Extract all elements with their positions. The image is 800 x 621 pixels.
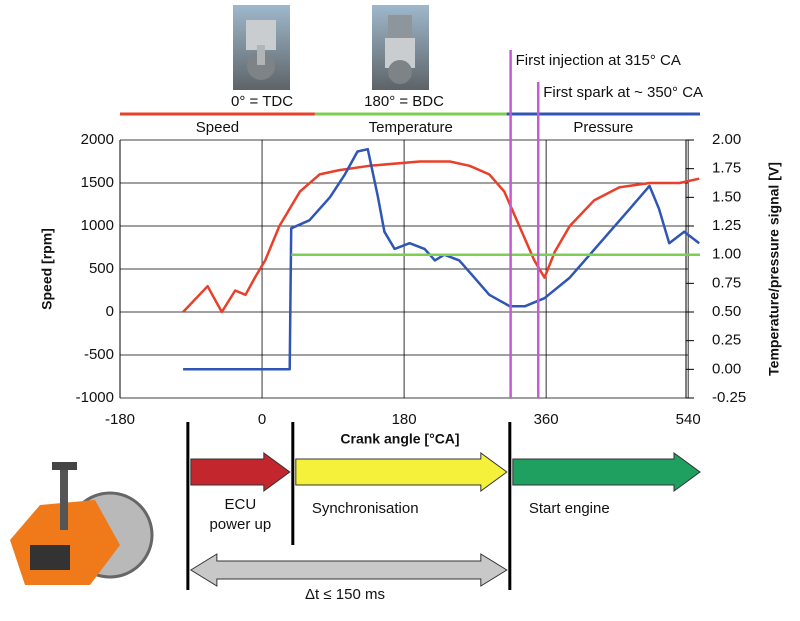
y2-tick-label: 1.75	[712, 160, 741, 177]
y-tick-label: 2000	[81, 131, 114, 148]
y-tick-label: 0	[106, 303, 114, 320]
step-arrow	[295, 452, 508, 492]
y-tick-label: -500	[84, 346, 114, 363]
step-arrow	[512, 452, 701, 492]
x-tick-label: 360	[534, 411, 559, 428]
y2-axis-title: Temperature/pressure signal [V]	[766, 162, 782, 376]
y2-tick-label: 0.00	[712, 360, 741, 377]
data-line	[182, 160, 700, 314]
y2-tick-label: 1.00	[712, 246, 741, 263]
x-tick-label: -180	[105, 411, 135, 428]
x-tick-label: 180	[392, 411, 417, 428]
y2-tick-label: 0.75	[712, 274, 741, 291]
marker-label: First spark at ~ 350° CA	[543, 84, 703, 101]
y-tick-label: 1500	[81, 174, 114, 191]
y-tick-label: -1000	[76, 389, 114, 406]
phase-label: Speed	[196, 119, 239, 136]
y-axis-title: Speed [rpm]	[39, 228, 55, 310]
y2-tick-label: 1.50	[712, 188, 741, 205]
duration-arrow	[189, 553, 508, 587]
y2-tick-label: 0.25	[712, 332, 741, 349]
engine-photo	[372, 5, 429, 90]
angle-label: 0° = TDC	[231, 93, 293, 110]
step-label: Synchronisation	[312, 500, 419, 517]
step-label: ECU	[225, 496, 257, 513]
y2-tick-label: 0.50	[712, 303, 741, 320]
y2-tick-label: 1.25	[712, 217, 741, 234]
y2-tick-label: -0.25	[712, 389, 746, 406]
angle-label: 180° = BDC	[364, 93, 444, 110]
marker-label: First injection at 315° CA	[516, 52, 681, 69]
x-axis-title: Crank angle [°CA]	[340, 431, 459, 447]
x-tick-label: 0	[258, 411, 266, 428]
phase-label: Temperature	[369, 119, 453, 136]
x-tick-label: 540	[676, 411, 701, 428]
duration-label: Δt ≤ 150 ms	[305, 586, 385, 603]
engine-photo	[233, 5, 290, 90]
phase-label: Pressure	[573, 119, 633, 136]
y-tick-label: 1000	[81, 217, 114, 234]
step-label: Start engine	[529, 500, 610, 517]
data-line	[183, 147, 700, 371]
step-arrow	[190, 452, 291, 492]
y-tick-label: 500	[89, 260, 114, 277]
chainsaw-photo	[10, 462, 154, 585]
step-label: power up	[209, 516, 271, 533]
y2-tick-label: 2.00	[712, 131, 741, 148]
